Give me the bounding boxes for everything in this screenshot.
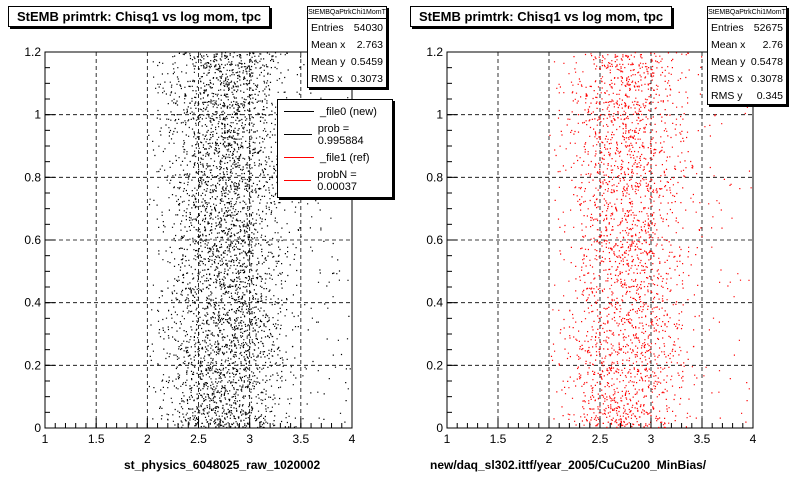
y-tick-label: 1.2 <box>426 45 443 59</box>
left-stats-row: Mean x 2.763 <box>311 39 383 51</box>
legend-entry-probn: probN = 0.00037 <box>278 168 392 193</box>
right-stats-row: RMS y 0.345 <box>711 90 783 102</box>
y-tick-label: 0 <box>34 421 41 435</box>
y-tick-label: 0.4 <box>24 296 41 310</box>
x-tick-label: 4 <box>750 432 757 446</box>
x-tick-label: 1.5 <box>490 432 507 446</box>
x-tick-label: 2.5 <box>190 432 207 446</box>
y-tick-label: 1 <box>34 108 41 122</box>
right-stats-row: Entries 52675 <box>711 22 783 34</box>
legend-label: prob = 0.995884 <box>317 122 364 147</box>
x-tick-label: 1 <box>444 432 451 446</box>
right-stats-row: Mean y 0.5478 <box>711 56 783 68</box>
y-tick-label: 0.2 <box>426 358 443 372</box>
legend-entry-file1: _file1 (ref) <box>278 146 392 169</box>
y-tick-label: 0.2 <box>24 358 41 372</box>
y-tick-label: 0.8 <box>24 170 41 184</box>
y-tick-label: 0 <box>436 421 443 435</box>
y-tick-label: 1 <box>436 108 443 122</box>
x-tick-label: 2 <box>546 432 553 446</box>
y-tick-label: 0.6 <box>24 233 41 247</box>
legend-box: _file0 (new) prob = 0.995884 _file1 (ref… <box>277 99 393 198</box>
left-chart-title: StEMB primtrk: Chisq1 vs log mom, tpc <box>8 6 271 27</box>
legend-swatch <box>284 157 314 158</box>
x-tick-label: 3 <box>648 432 655 446</box>
x-tick-label: 2 <box>144 432 151 446</box>
x-tick-label: 1 <box>42 432 49 446</box>
y-tick-label: 1.2 <box>24 45 41 59</box>
x-tick-label: 4 <box>349 432 356 446</box>
legend-swatch <box>284 111 314 112</box>
right-stats-row: Mean x 2.76 <box>711 39 783 51</box>
legend-label: probN = 0.00037 <box>317 168 358 193</box>
left-stats-row: Mean y 0.5459 <box>311 56 383 68</box>
y-tick-label: 0.8 <box>426 170 443 184</box>
x-tick-label: 3.5 <box>292 432 309 446</box>
x-tick-label: 3 <box>246 432 253 446</box>
right-chart-title: StEMB primtrk: Chisq1 vs log mom, tpc <box>410 6 673 27</box>
left-x-axis-title: st_physics_6048025_raw_1020002 <box>124 458 321 472</box>
right-stats-row: RMS x 0.3078 <box>711 73 783 85</box>
legend-label: _file1 (ref) <box>320 151 370 164</box>
x-tick-label: 1.5 <box>88 432 105 446</box>
scatter-points <box>147 52 351 429</box>
legend-swatch <box>284 180 312 181</box>
right-stats-header: StEMBQaPtrkChi1MomT <box>708 7 786 19</box>
legend-entry-file0: _file0 (new) <box>278 100 392 123</box>
legend-swatch <box>284 134 312 135</box>
y-tick-label: 0.6 <box>426 233 443 247</box>
legend-label: _file0 (new) <box>320 105 377 118</box>
x-tick-label: 3.5 <box>694 432 711 446</box>
scatter-points <box>549 52 752 429</box>
legend-entry-prob: prob = 0.995884 <box>278 122 392 147</box>
left-stats-row: Entries 54030 <box>311 22 383 34</box>
y-tick-label: 0.4 <box>426 296 443 310</box>
left-stats-header: StEMBQaPtrkChi1MomT <box>308 7 386 19</box>
x-tick-label: 2.5 <box>592 432 609 446</box>
left-stats-row: RMS x 0.3073 <box>311 73 383 85</box>
right-x-axis-title: new/daq_sl302.ittf/year_2005/CuCu200_Min… <box>430 458 707 472</box>
